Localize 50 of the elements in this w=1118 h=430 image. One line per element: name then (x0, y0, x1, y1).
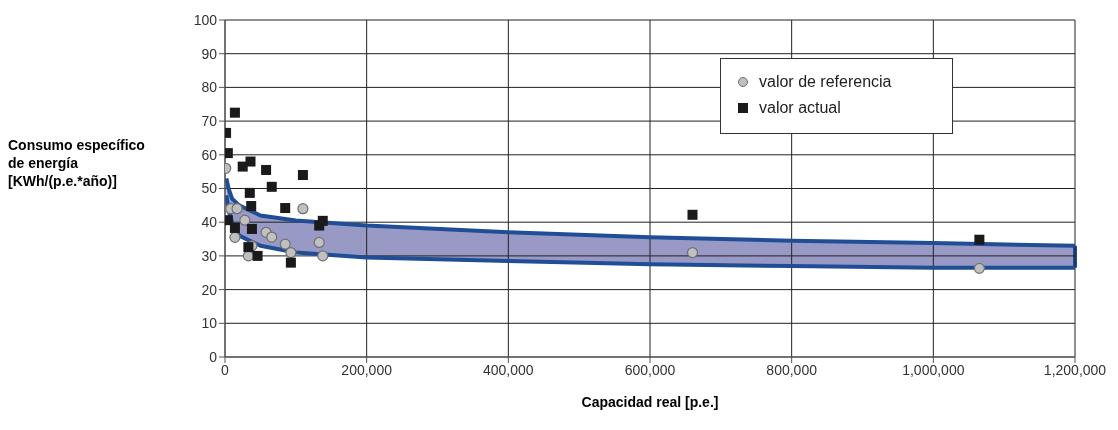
point (280, 203, 291, 214)
y-tick-label: 30 (201, 247, 218, 264)
legend-label: valor actual (759, 98, 841, 118)
point (317, 250, 329, 262)
point (317, 215, 328, 226)
point (252, 250, 263, 261)
y-tick-label: 0 (209, 348, 218, 365)
x-tick-label: 600,000 (624, 361, 676, 378)
point (266, 231, 278, 243)
x-tick-label: 800,000 (766, 361, 818, 378)
y-tick-label: 50 (201, 180, 218, 197)
point (229, 222, 240, 233)
y-tick-label: 90 (201, 45, 218, 62)
point (973, 262, 985, 274)
point (229, 231, 241, 243)
y-axis-title: Consumo específico de energía [KWh/(p.e.*año)] (8, 136, 146, 190)
point (297, 203, 309, 215)
point (686, 246, 699, 259)
point (245, 156, 256, 167)
point (285, 257, 296, 268)
point (261, 164, 272, 175)
x-axis-title: Capacidad real [p.e.] (581, 394, 719, 410)
y-tick-label: 40 (201, 214, 218, 231)
y-tick-label: 70 (201, 113, 218, 130)
y-tick-label: 10 (201, 315, 218, 332)
y-tick-label: 80 (201, 79, 218, 96)
point (297, 170, 308, 181)
point (244, 187, 255, 198)
x-tick-label: 1,000,000 (902, 361, 965, 378)
legend-label: valor de referencia (759, 72, 892, 92)
point (313, 236, 325, 249)
point (687, 209, 698, 220)
point (243, 242, 254, 253)
point (246, 223, 257, 234)
y-tick-label: 20 (201, 281, 218, 298)
y-tick-label: 60 (201, 146, 218, 163)
point (229, 107, 240, 118)
x-tick-label: 1,200,000 (1043, 361, 1107, 378)
point (239, 214, 251, 226)
x-tick-label: 400,000 (483, 361, 534, 378)
point (246, 201, 257, 212)
point (974, 234, 985, 245)
point (231, 203, 243, 215)
point (285, 246, 297, 259)
x-tick-label: 200,000 (341, 361, 393, 378)
point (266, 181, 277, 192)
x-tick-label: 0 (221, 361, 230, 378)
point (237, 161, 248, 172)
point (279, 238, 291, 250)
y-tick-label: 100 (193, 11, 218, 28)
